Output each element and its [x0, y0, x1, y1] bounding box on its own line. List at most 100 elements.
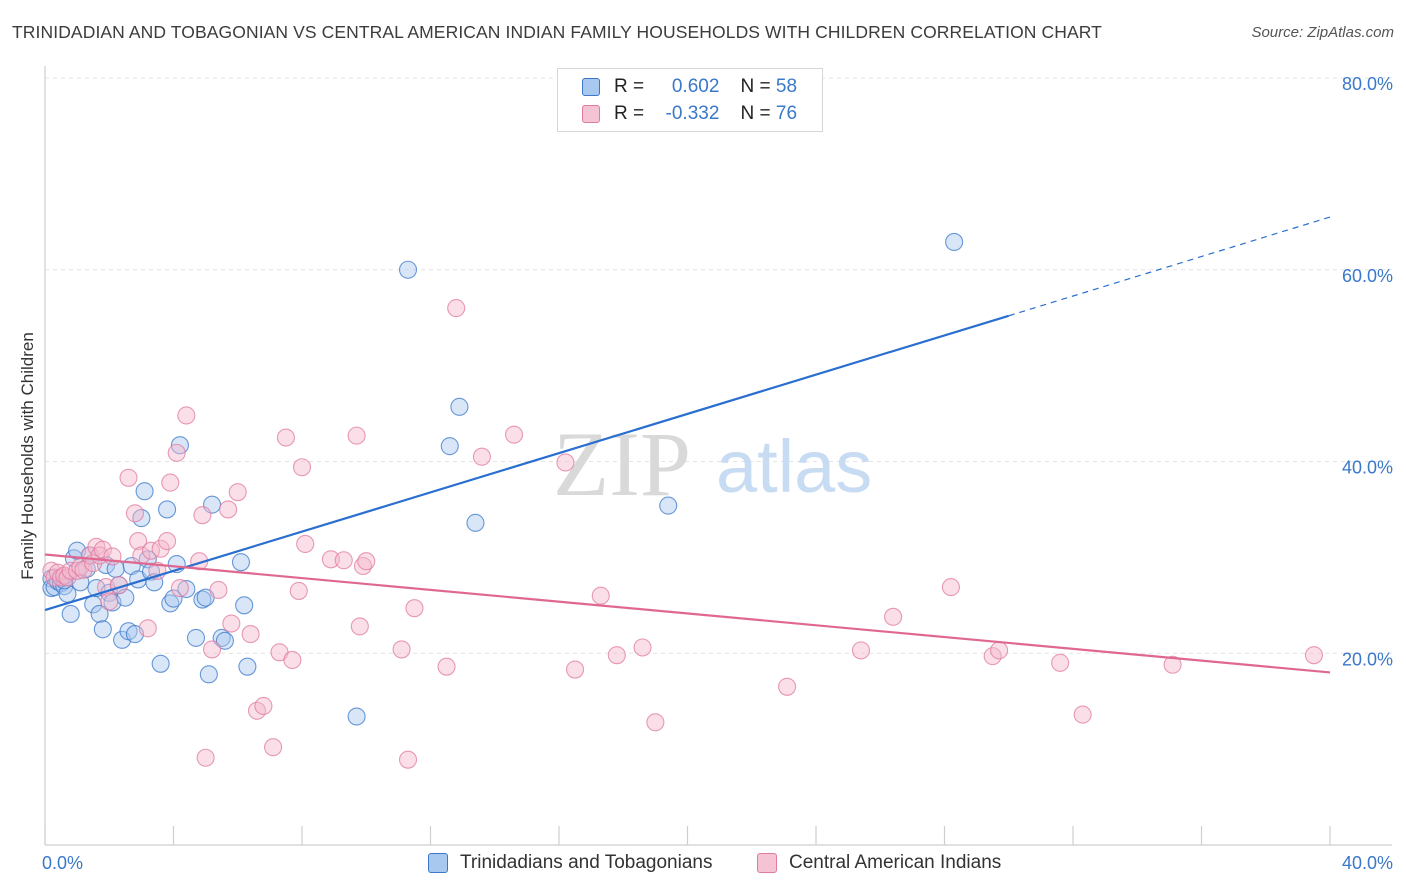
data-point: [437, 657, 456, 676]
data-point: [450, 397, 469, 416]
data-point: [347, 707, 366, 726]
data-point: [100, 592, 119, 611]
data-point: [289, 581, 308, 600]
data-point: [61, 604, 80, 623]
bottom-legend-label-blue: Trinidadians and Tobagonians: [460, 852, 713, 873]
data-point: [357, 552, 376, 571]
chart-title: TRINIDADIAN AND TOBAGONIAN VS CENTRAL AM…: [12, 22, 1102, 42]
data-point: [167, 443, 186, 462]
y-tick-label: 60.0%: [1342, 266, 1393, 286]
data-point: [193, 590, 212, 609]
data-point: [1304, 646, 1323, 665]
y-tick-label: 80.0%: [1342, 74, 1393, 94]
watermark-atlas: atlas: [716, 425, 872, 508]
data-point: [186, 628, 206, 647]
legend-r-value-blue: 0.602: [671, 76, 720, 97]
data-point: [296, 534, 315, 554]
data-point: [235, 596, 254, 615]
data-point: [135, 482, 154, 501]
data-point: [607, 646, 626, 665]
data-point: [440, 437, 459, 456]
data-point: [353, 556, 373, 576]
data-point: [334, 551, 353, 570]
data-point: [238, 657, 257, 676]
data-point: [52, 568, 71, 587]
data-point: [884, 607, 903, 626]
x-tick-label: 40.0%: [1342, 853, 1393, 873]
data-point: [566, 660, 585, 679]
data-point: [129, 532, 148, 551]
data-point: [222, 614, 241, 633]
data-point: [1051, 653, 1070, 672]
series-central-american-indians-points: [42, 299, 1323, 769]
data-point: [177, 406, 196, 425]
data-point: [659, 496, 678, 515]
y-axis-label: Family Households with Children: [18, 332, 37, 580]
data-point: [778, 677, 797, 696]
data-point: [125, 504, 144, 523]
data-point: [138, 619, 157, 638]
axes: [44, 66, 1392, 846]
data-point: [591, 586, 610, 605]
data-point: [151, 539, 170, 558]
trend-line-pink: [44, 553, 1331, 674]
data-point: [392, 640, 411, 659]
legend-swatch-blue: [582, 78, 600, 96]
data-point: [61, 561, 80, 580]
data-point: [466, 513, 485, 532]
bottom-legend-label-pink: Central American Indians: [789, 852, 1002, 873]
data-point: [119, 468, 138, 487]
data-point: [241, 625, 260, 644]
data-point: [292, 458, 312, 477]
data-point: [945, 232, 964, 251]
data-point: [158, 532, 177, 551]
watermark-zip: ZIP: [553, 413, 691, 515]
data-point: [405, 599, 424, 618]
data-point: [203, 640, 222, 659]
y-tick-label: 40.0%: [1342, 458, 1393, 478]
data-point: [1073, 705, 1092, 724]
data-point: [193, 506, 212, 525]
data-point: [215, 631, 234, 650]
source-credit: Source: ZipAtlas.com: [1251, 24, 1394, 41]
data-point: [161, 473, 180, 492]
data-point: [321, 550, 340, 569]
data-point: [264, 738, 283, 757]
data-point: [209, 580, 228, 600]
data-point: [103, 547, 122, 566]
y-tick-label: 20.0%: [1342, 649, 1393, 669]
data-point: [347, 426, 366, 445]
data-point: [228, 483, 247, 502]
legend-swatch-pink: [582, 105, 600, 123]
x-tick-label: 0.0%: [42, 853, 83, 873]
data-point: [646, 713, 665, 732]
bottom-legend-blue: Trinidadians and Tobagonians: [428, 852, 712, 874]
legend-r-value-pink: -0.332: [665, 103, 720, 124]
bottom-legend-swatch-blue: [428, 853, 448, 873]
data-point: [196, 748, 215, 767]
data-point: [633, 638, 652, 657]
data-point: [90, 604, 109, 623]
tick-labels: 20.0% 40.0% 60.0% 80.0% 0.0% 40.0%: [42, 74, 1393, 873]
data-point: [447, 299, 466, 318]
data-point: [199, 665, 218, 684]
data-point: [990, 641, 1009, 660]
trend-line-blue: [44, 314, 1010, 612]
legend-row-pink: R = -0.332 N = 76: [582, 102, 797, 126]
legend-r-label: R =: [614, 76, 645, 97]
bottom-legend-swatch-pink: [757, 853, 777, 873]
data-point: [93, 540, 112, 559]
stats-legend: R = 0.602 N = 58 R = -0.332 N = 76: [557, 68, 823, 132]
data-point: [941, 578, 960, 597]
bottom-legend-pink: Central American Indians: [757, 852, 1001, 874]
data-point: [158, 500, 177, 519]
legend-n-label: N =: [740, 103, 771, 124]
data-point: [283, 650, 302, 670]
data-point: [170, 579, 189, 598]
data-point: [151, 654, 170, 673]
legend-n-value-blue: 58: [775, 76, 798, 97]
data-point: [177, 579, 196, 599]
legend-r-label: R =: [614, 103, 645, 124]
trend-lines: [44, 216, 1331, 674]
